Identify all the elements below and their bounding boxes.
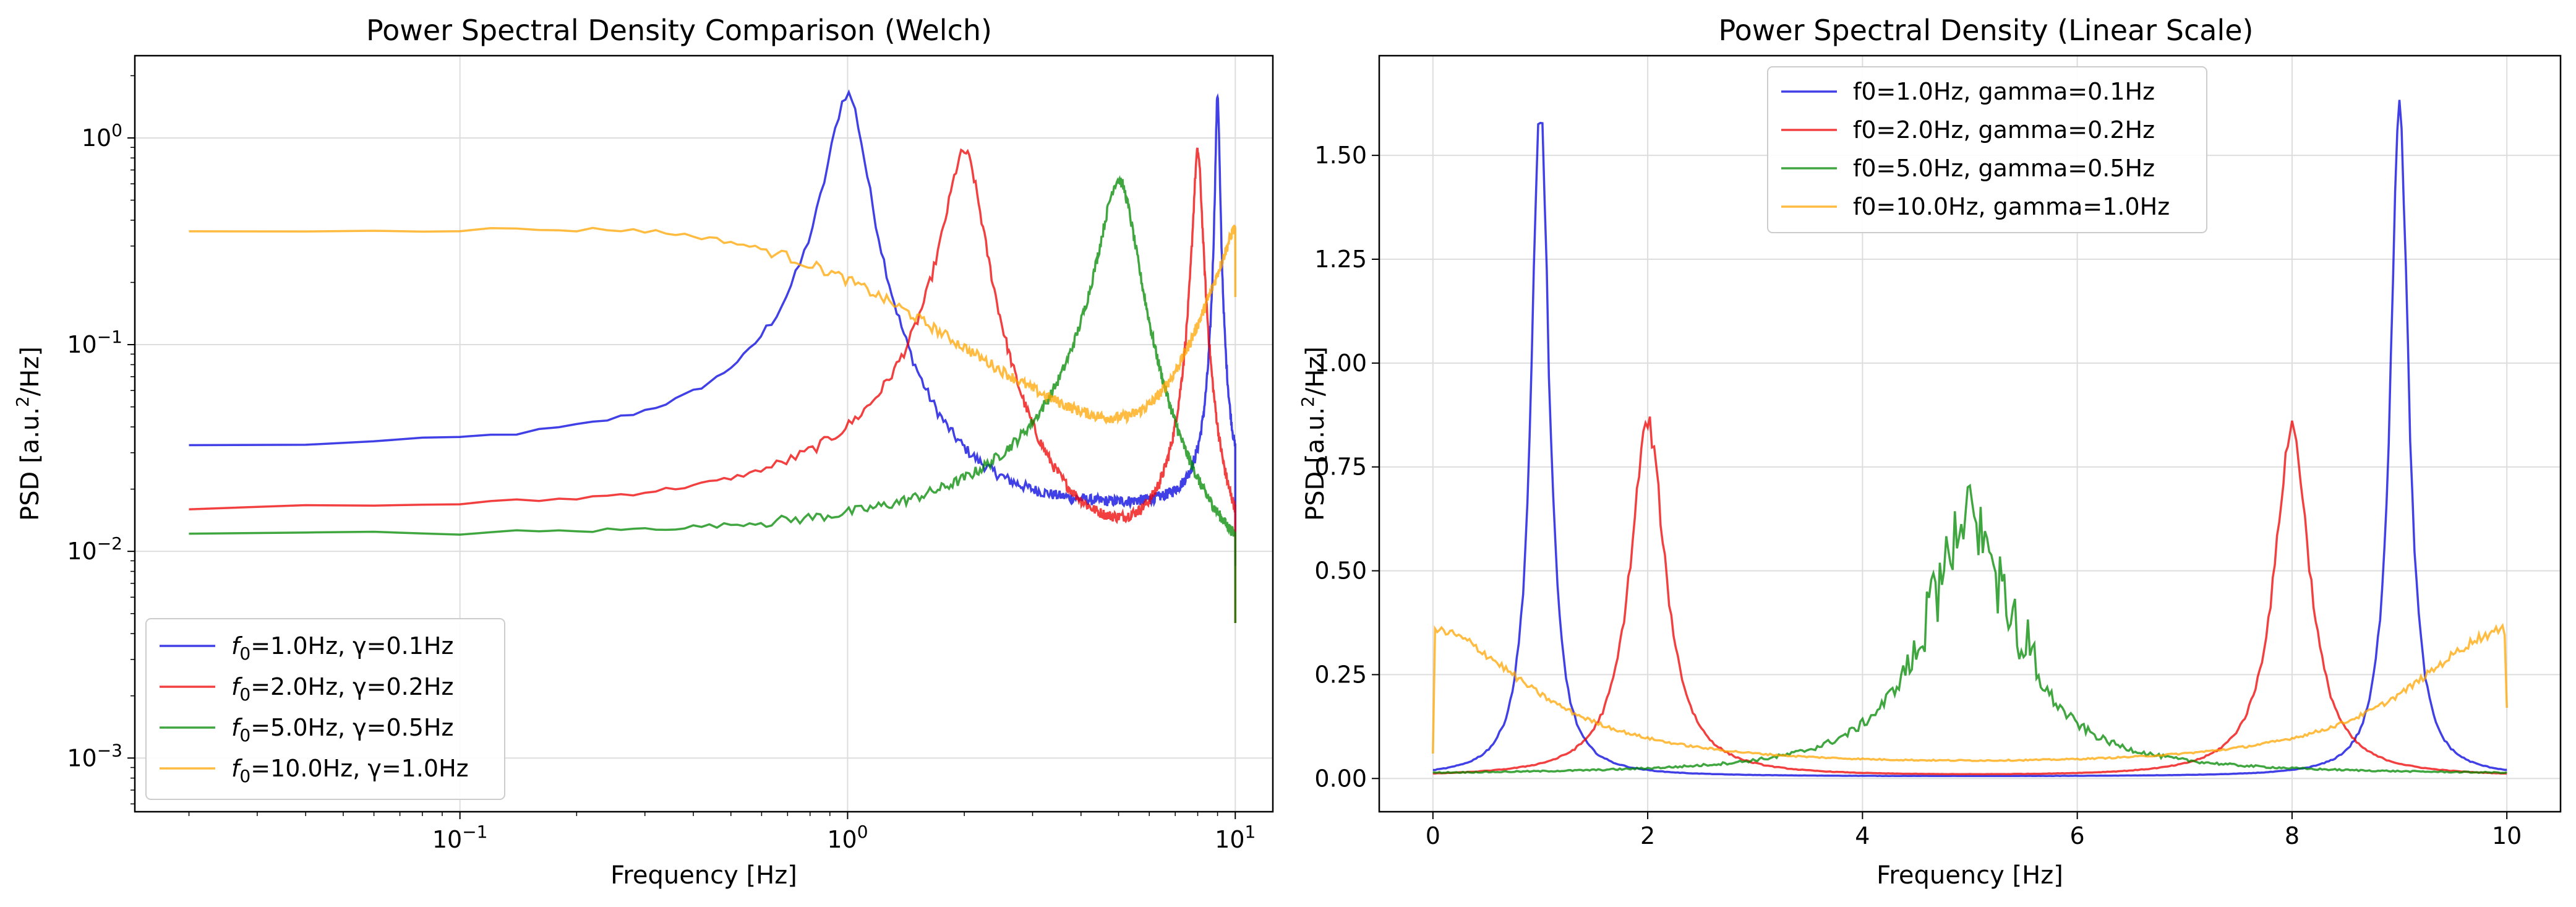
left-series-line-red [189, 147, 1237, 624]
right-y-tick-label: 0.75 [1314, 454, 1367, 481]
right-y-axis-label: PSD [a.u.2/Hz] [1298, 346, 1330, 521]
right-x-axis-label: Frequency [Hz] [1876, 861, 2063, 890]
right-x-tick-label: 2 [1640, 822, 1655, 849]
right-legend: f0=1.0Hz, gamma=0.1Hz f0=2.0Hz, gamma=0.2… [1767, 66, 2207, 233]
right-plot-frame [1378, 54, 2562, 813]
right-x-tick-label: 0 [1426, 822, 1440, 849]
right-series-line-red [1432, 416, 2507, 776]
left-plot-frame [134, 54, 1274, 813]
right-legend-label: f0=1.0Hz, gamma=0.1Hz [1853, 78, 2155, 105]
left-plot-lines [189, 89, 1237, 624]
right-x-tick-label: 8 [2285, 822, 2300, 849]
left-y-tick-label: 10−1 [67, 327, 122, 358]
left-y-tick-label: 10−3 [67, 740, 122, 772]
left-legend-label: f0=1.0Hz, γ=0.1Hz [231, 632, 453, 664]
left-chart-title: Power Spectral Density Comparison (Welch… [366, 14, 992, 47]
right-y-tick-label: 0.00 [1314, 765, 1367, 792]
left-x-tick-label: 101 [1215, 822, 1256, 853]
right-x-tick-label: 10 [2492, 822, 2522, 849]
right-series-line-blue [1432, 100, 2507, 778]
right-y-tick-label: 1.25 [1314, 246, 1367, 273]
right-legend-label: f0=5.0Hz, gamma=0.5Hz [1853, 155, 2155, 182]
right-plot-lines [1432, 100, 2508, 778]
left-chart-panel: Power Spectral Density Comparison (Welch… [12, 14, 1274, 890]
right-chart-title: Power Spectral Density (Linear Scale) [1719, 14, 2254, 47]
left-y-axis-label: PSD [a.u.2/Hz] [12, 346, 45, 521]
right-legend-box [1767, 66, 2207, 233]
right-legend-label: f0=2.0Hz, gamma=0.2Hz [1853, 116, 2155, 144]
right-series-line-green [1432, 483, 2507, 775]
left-series-line-orange [189, 225, 1237, 425]
left-y-tick-label: 100 [82, 120, 122, 152]
right-y-tick-label: 0.50 [1314, 557, 1367, 585]
left-legend-label: f0=2.0Hz, γ=0.2Hz [231, 673, 453, 705]
left-legend-label: f0=10.0Hz, γ=1.0Hz [231, 755, 469, 786]
left-x-axis-label: Frequency [Hz] [610, 861, 797, 890]
left-legend-box [145, 618, 505, 800]
right-x-tick-label: 4 [1855, 822, 1870, 849]
right-series-line-orange [1432, 622, 2508, 762]
right-ticks: 0 2 4 6 8 10 0.00 0.25 0.50 0.75 1.00 1.25 1.50 [1314, 142, 2522, 849]
left-legend: f0=1.0Hz, γ=0.1Hz f0=2.0Hz, γ=0.2Hz f0=5.0… [145, 618, 505, 800]
left-ticks: 10−1 100 101 10−3 10−2 10−1 100 [67, 75, 1256, 853]
left-series-line-green [189, 174, 1237, 624]
left-series-line-blue [189, 89, 1237, 566]
right-legend-label: f0=10.0Hz, gamma=1.0Hz [1853, 193, 2170, 220]
left-x-tick-label: 100 [827, 822, 868, 853]
right-y-tick-label: 1.50 [1314, 142, 1367, 169]
right-y-tick-label: 0.25 [1314, 661, 1367, 688]
right-x-tick-label: 6 [2070, 822, 2085, 849]
left-y-tick-label: 10−2 [67, 533, 122, 565]
left-legend-label: f0=5.0Hz, γ=0.5Hz [231, 714, 453, 746]
left-x-tick-label: 10−1 [432, 822, 488, 853]
right-chart-panel: Power Spectral Density (Linear Scale) 0 2… [1298, 14, 2562, 890]
right-y-tick-label: 1.00 [1314, 350, 1367, 377]
